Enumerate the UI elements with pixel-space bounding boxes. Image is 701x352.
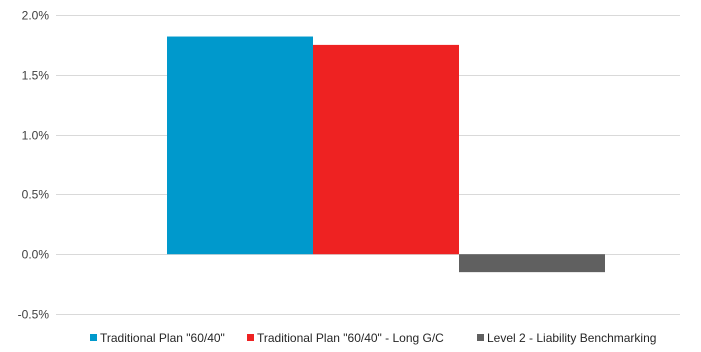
legend: Traditional Plan "60/40" Traditional Plan…	[90, 331, 656, 345]
y-tick-label: 1.5%	[22, 69, 50, 83]
y-tick-label: 1.0%	[22, 129, 50, 143]
y-tick-label: 2.0%	[22, 9, 50, 23]
bar-series-2	[313, 44, 459, 255]
legend-swatch	[247, 334, 254, 341]
legend-swatch	[90, 334, 97, 341]
legend-swatch	[477, 334, 484, 341]
y-tick-label: 0.5%	[22, 188, 50, 202]
bar-series-1	[167, 36, 313, 255]
y-tick-label: 0.0%	[22, 248, 50, 262]
bar-series-3	[459, 254, 605, 273]
y-axis-ticks: 2.0% 1.5% 1.0% 0.5% 0.0% -0.5%	[18, 9, 50, 322]
legend-label: Level 2 - Liability Benchmarking	[487, 331, 656, 345]
legend-label: Traditional Plan "60/40"	[100, 331, 225, 345]
legend-label: Traditional Plan "60/40" - Long G/C	[257, 331, 444, 345]
y-tick-label: -0.5%	[18, 308, 50, 322]
bars	[167, 36, 605, 273]
